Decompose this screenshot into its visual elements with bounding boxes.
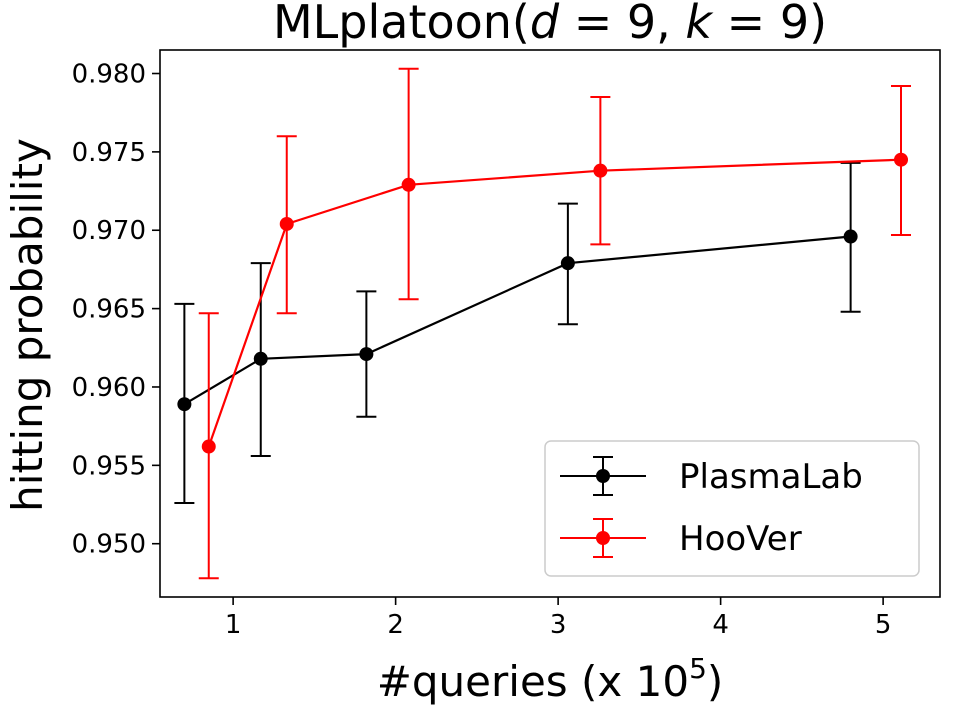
point-plasmalab-0 <box>177 397 192 412</box>
legend: PlasmaLab HooVer <box>544 440 920 577</box>
point-plasmalab-3 <box>560 256 575 271</box>
legend-frame <box>544 440 920 577</box>
x-tick-label-2: 3 <box>550 610 567 640</box>
series-line-plasmalab <box>183 235 851 406</box>
y-tick-label-4: 0.970 <box>72 216 146 246</box>
y-tick-label-1: 0.955 <box>72 451 146 481</box>
x-axis-label: #queries (x 105) <box>377 652 724 706</box>
title-k-var: k <box>685 0 714 49</box>
chart-title: MLplatoon(d = 9, k = 9) <box>273 0 827 49</box>
point-hoover-2 <box>401 177 416 192</box>
legend-marker-hoover <box>596 531 610 545</box>
series-plasmalab <box>174 161 861 504</box>
title-prefix: MLplatoon( <box>273 0 530 49</box>
y-tick-label-6: 0.980 <box>72 60 146 90</box>
point-hoover-4 <box>894 152 908 167</box>
series-line-hoover <box>207 158 902 447</box>
y-tick-label-3: 0.965 <box>72 295 146 325</box>
y-tick-label-5: 0.975 <box>72 138 146 168</box>
point-plasmalab-1 <box>253 351 268 366</box>
legend-label-hoover: HooVer <box>679 519 802 559</box>
legend-label-plasmalab: PlasmaLab <box>679 457 863 497</box>
y-tick-label-0: 0.950 <box>72 530 146 560</box>
point-plasmalab-2 <box>359 347 374 362</box>
x-tick-label-3: 4 <box>712 610 729 640</box>
x-axis-label-base: #queries (x 10 <box>377 657 689 706</box>
title-d-val: = 9, <box>559 0 685 49</box>
y-tick-label-2: 0.960 <box>72 373 146 403</box>
x-tick-label-0: 1 <box>225 610 242 640</box>
x-axis-label-suffix: ) <box>707 657 723 706</box>
point-hoover-1 <box>279 216 294 231</box>
point-hoover-0 <box>201 439 216 454</box>
legend-entry-hoover: HooVer <box>560 518 802 559</box>
x-tick-label-4: 5 <box>875 610 892 640</box>
title-k-val: = 9) <box>712 0 827 49</box>
series-hoover <box>198 67 911 580</box>
x-axis-label-exponent: 5 <box>689 652 707 685</box>
x-tick-label-1: 2 <box>387 610 404 640</box>
legend-marker-plasmalab <box>596 469 610 483</box>
title-d-var: d <box>530 0 560 49</box>
y-axis-label: hitting probability <box>3 138 52 512</box>
point-plasmalab-4 <box>843 229 858 244</box>
plot-frame <box>159 49 941 598</box>
point-hoover-3 <box>593 163 608 178</box>
axes-layer: 1 2 3 4 5 0.950 0.955 0.960 0.965 0.970 0.975 0.980 <box>72 49 941 640</box>
legend-entry-plasmalab: PlasmaLab <box>560 456 863 497</box>
series-layer <box>174 67 911 580</box>
